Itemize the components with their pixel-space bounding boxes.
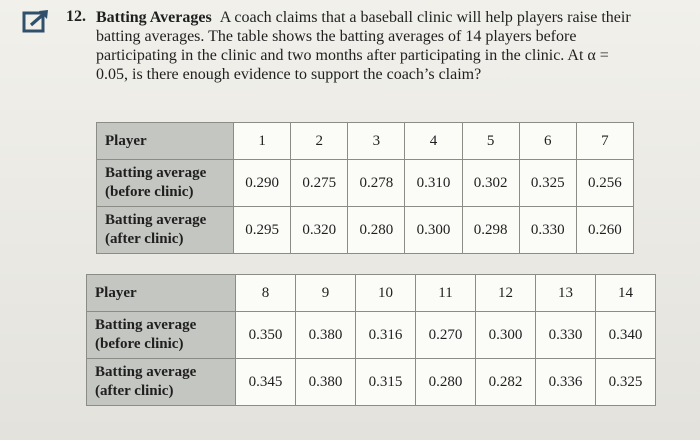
problem-body: A coach claims that a baseball clinic wi… bbox=[96, 9, 631, 83]
after-cell: 0.282 bbox=[475, 358, 536, 406]
player-cell: 13 bbox=[535, 274, 596, 312]
after-cell: 0.330 bbox=[518, 206, 577, 254]
external-link-icon bbox=[22, 8, 52, 34]
player-cell: 8 bbox=[235, 274, 296, 312]
player-cell: 1 bbox=[232, 122, 292, 160]
before-cell: 0.330 bbox=[535, 311, 596, 359]
after-cell: 0.320 bbox=[290, 206, 349, 254]
before-cell: 0.290 bbox=[232, 159, 292, 207]
player-cell: 2 bbox=[290, 122, 349, 160]
before-cell: 0.325 bbox=[518, 159, 577, 207]
table-row-player: Player 1 2 3 4 5 6 7 bbox=[96, 122, 635, 160]
problem-number: 12. bbox=[66, 8, 86, 25]
row-header-after-line2: (after clinic) bbox=[105, 231, 184, 247]
row-header-after-line1: Batting average bbox=[105, 212, 207, 228]
before-cell: 0.310 bbox=[404, 159, 463, 207]
player-cell: 5 bbox=[461, 122, 520, 160]
before-cell: 0.316 bbox=[355, 311, 416, 359]
row-header-after: Batting average (after clinic) bbox=[86, 358, 236, 406]
row-header-after: Batting average (after clinic) bbox=[96, 206, 234, 254]
before-cell: 0.275 bbox=[290, 159, 349, 207]
player-cell: 3 bbox=[347, 122, 406, 160]
before-cell: 0.256 bbox=[575, 159, 635, 207]
table-row-before: Batting average (before clinic) 0.290 0.… bbox=[96, 159, 635, 207]
row-header-player: Player bbox=[86, 274, 236, 312]
after-cell: 0.260 bbox=[575, 206, 635, 254]
problem-title: Batting Averages bbox=[96, 9, 212, 26]
row-header-before-line2: (before clinic) bbox=[105, 184, 194, 200]
after-cell: 0.345 bbox=[235, 358, 296, 406]
player-cell: 9 bbox=[295, 274, 356, 312]
player-cell: 14 bbox=[595, 274, 656, 312]
before-cell: 0.300 bbox=[475, 311, 536, 359]
player-cell: 6 bbox=[518, 122, 577, 160]
player-cell: 7 bbox=[575, 122, 635, 160]
after-cell: 0.280 bbox=[347, 206, 406, 254]
batting-table-players-8-14: Player 8 9 10 11 12 13 14 Batting averag… bbox=[86, 274, 656, 406]
table-row-before: Batting average (before clinic) 0.350 0.… bbox=[86, 311, 656, 359]
row-header-player: Player bbox=[96, 122, 234, 160]
before-cell: 0.380 bbox=[295, 311, 356, 359]
before-cell: 0.270 bbox=[415, 311, 476, 359]
row-header-before-line1: Batting average bbox=[95, 317, 197, 333]
batting-table-players-1-7: Player 1 2 3 4 5 6 7 Batting average (be… bbox=[96, 122, 635, 254]
row-header-after-line2: (after clinic) bbox=[95, 383, 174, 399]
after-cell: 0.380 bbox=[295, 358, 356, 406]
before-cell: 0.278 bbox=[347, 159, 406, 207]
before-cell: 0.350 bbox=[235, 311, 296, 359]
before-cell: 0.302 bbox=[461, 159, 520, 207]
row-header-before-line1: Batting average bbox=[105, 165, 207, 181]
table-row-after: Batting average (after clinic) 0.345 0.3… bbox=[86, 358, 656, 406]
after-cell: 0.295 bbox=[232, 206, 292, 254]
row-header-before: Batting average (before clinic) bbox=[96, 159, 234, 207]
before-cell: 0.340 bbox=[595, 311, 656, 359]
row-header-after-line1: Batting average bbox=[95, 364, 197, 380]
player-cell: 4 bbox=[404, 122, 463, 160]
problem-statement: Batting Averages A coach claims that a ba… bbox=[96, 8, 636, 84]
player-cell: 10 bbox=[355, 274, 416, 312]
row-header-before: Batting average (before clinic) bbox=[86, 311, 236, 359]
player-cell: 12 bbox=[475, 274, 536, 312]
player-cell: 11 bbox=[415, 274, 476, 312]
after-cell: 0.315 bbox=[355, 358, 416, 406]
after-cell: 0.325 bbox=[595, 358, 656, 406]
table-row-after: Batting average (after clinic) 0.295 0.3… bbox=[96, 206, 635, 254]
row-header-before-line2: (before clinic) bbox=[95, 336, 184, 352]
after-cell: 0.298 bbox=[461, 206, 520, 254]
after-cell: 0.336 bbox=[535, 358, 596, 406]
table-row-player: Player 8 9 10 11 12 13 14 bbox=[86, 274, 656, 312]
after-cell: 0.280 bbox=[415, 358, 476, 406]
after-cell: 0.300 bbox=[404, 206, 463, 254]
